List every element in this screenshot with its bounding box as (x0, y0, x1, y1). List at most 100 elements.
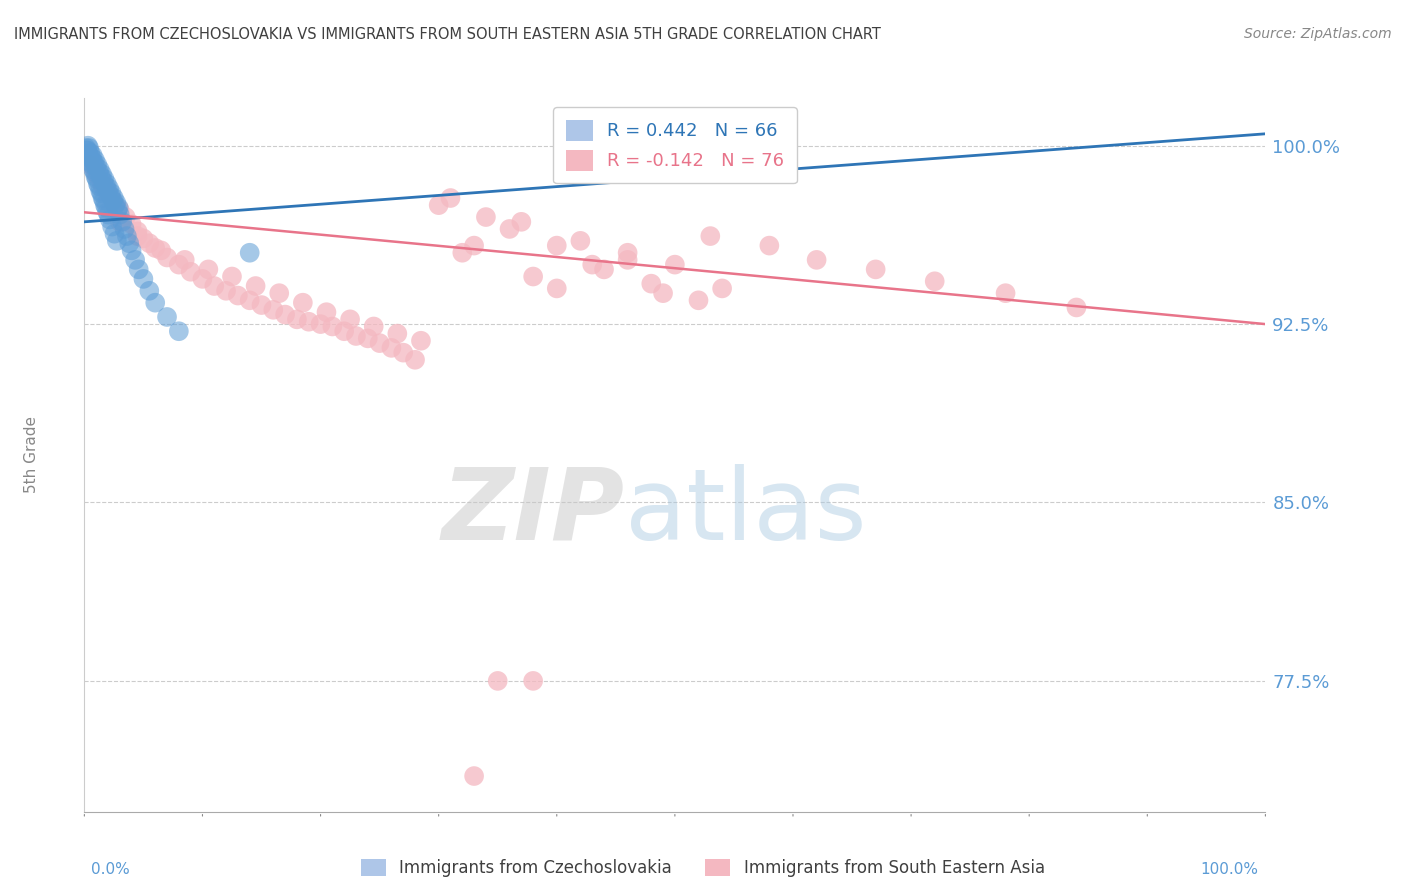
Text: atlas: atlas (624, 464, 866, 560)
Point (103, 195, 125, 210)
Point (191, 272, 214, 286)
Point (82, 162, 104, 177)
Point (239, 293, 262, 308)
Point (167, 324, 190, 338)
Point (111, 215, 134, 229)
Point (486, 673, 509, 688)
Point (80, 158, 103, 172)
Point (475, 210, 498, 224)
Point (167, 258, 190, 272)
Point (91, 191, 114, 205)
Point (363, 319, 385, 334)
Point (427, 198, 450, 212)
Point (86, 158, 108, 172)
Point (699, 229, 721, 244)
Point (404, 352, 426, 367)
Point (89, 179, 111, 194)
Point (180, 265, 202, 279)
Point (758, 238, 780, 252)
Point (239, 245, 262, 260)
Point (98, 181, 121, 195)
Point (96, 205, 118, 219)
Point (101, 194, 124, 208)
Text: 0.0%: 0.0% (91, 863, 131, 877)
Point (250, 298, 273, 312)
Point (127, 229, 149, 244)
Point (262, 302, 284, 317)
Point (498, 222, 520, 236)
Point (569, 234, 592, 248)
Point (616, 245, 638, 260)
Point (197, 262, 219, 277)
Point (80, 151, 103, 165)
Point (309, 317, 332, 331)
Point (100, 186, 122, 201)
Point (83, 165, 105, 179)
Point (688, 293, 710, 308)
Point (79, 145, 101, 160)
Point (226, 288, 249, 302)
Point (97, 186, 120, 201)
Point (138, 236, 160, 251)
Point (315, 305, 337, 319)
Point (463, 238, 485, 252)
Point (640, 277, 662, 291)
Point (118, 236, 141, 251)
Point (103, 191, 125, 205)
Point (127, 224, 149, 238)
Point (75, 141, 97, 155)
Point (711, 281, 734, 295)
Point (380, 341, 402, 355)
Point (143, 241, 166, 255)
Point (132, 272, 155, 286)
Point (221, 269, 243, 284)
Point (77, 138, 100, 153)
Point (87, 177, 110, 191)
Point (616, 252, 638, 267)
Point (368, 336, 391, 351)
Point (409, 334, 432, 348)
Point (89, 162, 111, 177)
Point (806, 252, 828, 267)
Point (104, 198, 127, 212)
Point (97, 184, 120, 198)
Point (80, 155, 103, 169)
Point (107, 201, 129, 215)
Point (150, 244, 173, 258)
Point (173, 252, 195, 267)
Point (357, 331, 380, 345)
Point (215, 284, 238, 298)
Point (463, 769, 485, 783)
Point (97, 208, 120, 222)
Point (91, 177, 114, 191)
Point (124, 252, 146, 267)
Point (87, 165, 110, 179)
Point (546, 238, 568, 252)
Point (108, 202, 131, 217)
Point (84, 167, 107, 181)
Point (76, 144, 98, 158)
Point (994, 286, 1017, 301)
Point (101, 219, 124, 234)
Point (344, 329, 367, 343)
Point (128, 262, 150, 277)
Point (96, 201, 118, 215)
Point (865, 262, 887, 277)
Point (89, 184, 111, 198)
Point (96, 177, 118, 191)
Point (138, 284, 160, 298)
Point (82, 148, 104, 162)
Point (84, 153, 107, 167)
Point (581, 258, 603, 272)
Point (105, 195, 128, 210)
Point (664, 258, 686, 272)
Point (103, 227, 125, 241)
Legend: R = 0.442   N = 66, R = -0.142   N = 76: R = 0.442 N = 66, R = -0.142 N = 76 (553, 107, 797, 183)
Point (546, 281, 568, 295)
Point (84, 160, 107, 174)
Point (108, 208, 131, 222)
Point (93, 194, 115, 208)
Point (156, 310, 179, 324)
Point (98, 188, 121, 202)
Point (1066, 301, 1088, 315)
